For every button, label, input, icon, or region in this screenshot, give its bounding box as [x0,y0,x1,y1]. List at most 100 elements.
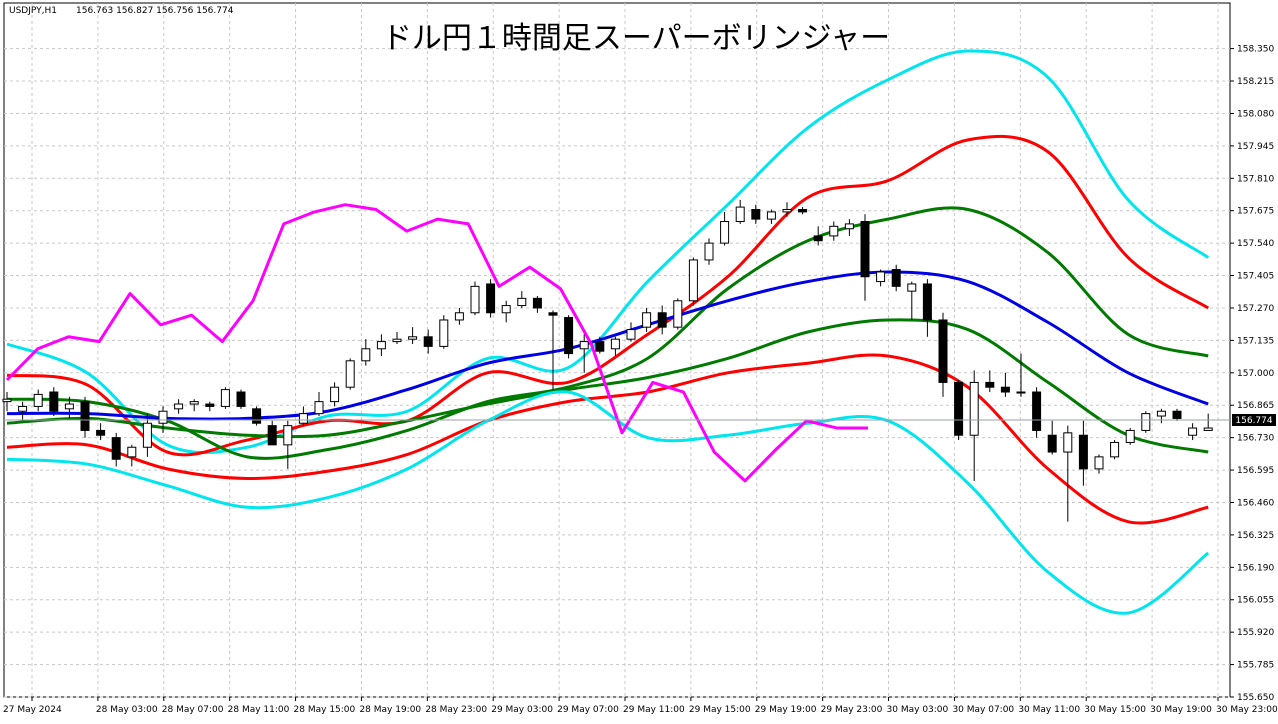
time-tick-label: 28 May 23:00 [425,705,487,715]
price-tick-label: 157.135 [1237,336,1274,346]
candle-down [532,297,542,309]
candle-down [205,403,215,407]
time-tick-label: 28 May 03:00 [96,705,158,715]
time-tick-label: 30 May 07:00 [952,705,1014,715]
time-tick-label: 30 May 23:00 [1216,705,1278,715]
price-tick-label: 157.810 [1237,174,1274,184]
candle-down [1078,434,1088,470]
candle-down [267,425,277,446]
band-line-5 [6,353,1209,525]
candle-up [330,386,340,403]
candle-up [127,446,137,458]
time-tick-label: 29 May 23:00 [821,705,883,715]
price-tick-label: 157.270 [1237,304,1274,314]
candle-up [782,209,792,213]
candle-up [907,283,917,292]
candle-up [1188,427,1198,436]
candle-down [564,317,574,355]
candle-up [1110,441,1120,458]
candle-up [158,410,168,424]
candle-up [626,329,636,340]
time-tick-label: 29 May 15:00 [689,705,751,715]
time-tick-label: 30 May 15:00 [1084,705,1146,715]
candle-down [751,209,761,220]
candle-up [829,225,839,237]
candle-up [766,211,776,220]
price-tick-label: 158.350 [1237,45,1274,55]
candle-up [361,348,371,362]
candle-up [33,393,43,407]
price-tick-label: 155.920 [1237,628,1274,638]
price-tick-label: 157.540 [1237,239,1274,249]
candle-up [376,341,386,350]
candle-up [876,271,886,283]
candle-up [579,341,589,350]
candle-down [938,319,948,383]
candle-down [486,283,496,314]
price-tick-label: 158.080 [1237,109,1274,119]
band-line-0 [6,49,1210,455]
band-line-6 [6,390,1210,615]
price-tick-label: 156.595 [1237,466,1274,476]
candle-down [252,408,262,424]
candle-down [1047,434,1057,453]
candle-up [673,300,683,328]
candle-up [735,206,745,223]
time-tick-label: 28 May 19:00 [359,705,421,715]
candle-up [642,312,652,328]
candle-down [1172,410,1182,419]
candle-up [2,398,12,403]
candle-down [1032,391,1042,431]
time-tick-label: 28 May 11:00 [228,705,290,715]
chart-title: ドル円１時間足スーパーボリンジャー [382,21,890,56]
candle-up [408,336,418,340]
candle-down [798,209,808,213]
price-tick-label: 155.650 [1237,693,1274,703]
candle-down [595,341,605,352]
candle-down [657,312,667,328]
candle-down [111,437,121,460]
time-tick-label: 28 May 07:00 [162,705,224,715]
candle-up [189,401,199,405]
symbol-header: USDJPY,H1 [9,6,57,16]
candle-up [1156,410,1166,417]
ohlc-header: 156.763 156.827 156.756 156.774 [76,6,234,16]
time-tick-label: 29 May 19:00 [755,705,817,715]
candle-up [501,305,511,314]
candle-up [392,338,402,343]
time-tick-label: 29 May 11:00 [623,705,685,715]
candle-down [49,391,59,412]
candle-down [548,312,558,316]
candle-down [954,381,964,436]
time-tick-label: 30 May 03:00 [887,705,949,715]
candle-up [1016,391,1026,394]
candle-up [1063,432,1073,453]
price-tick-label: 157.945 [1237,142,1274,152]
candle-up [64,403,74,410]
time-tick-label: 30 May 19:00 [1150,705,1212,715]
price-tick-label: 156.730 [1237,434,1274,444]
candle-down [423,336,433,347]
candle-up [1125,429,1135,443]
current-price-label: 156.774 [1235,416,1272,426]
time-tick-label: 29 May 07:00 [557,705,619,715]
candle-up [314,401,324,415]
price-tick-label: 157.000 [1237,369,1274,379]
price-tick-label: 157.675 [1237,207,1274,217]
price-tick-label: 156.055 [1237,596,1274,606]
candle-down [1000,386,1010,393]
candle-up [283,425,293,446]
candle-down [860,221,870,278]
candle-up [18,405,28,412]
candle-down [891,269,901,287]
candle-down [922,283,932,321]
price-tick-label: 156.190 [1237,563,1274,573]
current-price-box [1232,414,1276,426]
candle-up [439,319,449,347]
candle-up [1203,427,1213,431]
candle-up [470,285,480,314]
candle-down [80,401,90,431]
candle-up [844,223,854,230]
